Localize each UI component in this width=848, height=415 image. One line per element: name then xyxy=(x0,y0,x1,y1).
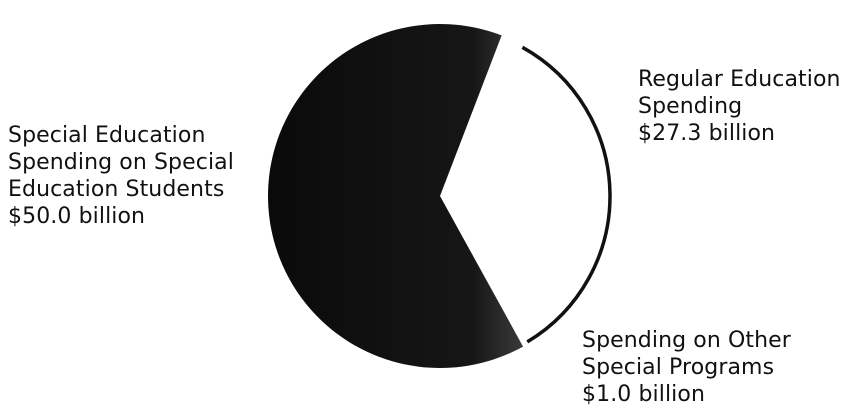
slice-label-special-education-value: $50.0 billion xyxy=(8,204,146,229)
slice-label-regular-education-value: $27.3 billion xyxy=(638,121,776,146)
slice-label-special-education-line-1: Special Education xyxy=(8,123,206,148)
slice-label-other-special-programs-line-1: Spending on Other xyxy=(582,328,791,353)
slice-label-regular-education: Regular Education Spending $27.3 billion xyxy=(638,66,841,147)
pie-outline-arc xyxy=(521,45,612,344)
pie-slice-special-education xyxy=(268,23,524,368)
slice-label-regular-education-line-1: Regular Education xyxy=(638,67,841,92)
slice-label-regular-education-line-2: Spending xyxy=(638,94,743,119)
slice-label-special-education-line-2: Spending on Special xyxy=(8,150,234,175)
slice-label-other-special-programs: Spending on Other Special Programs $1.0 … xyxy=(582,327,791,408)
slice-label-other-special-programs-value: $1.0 billion xyxy=(582,382,705,407)
pie-slice-other-special-programs xyxy=(440,196,535,347)
pie-slice-regular-education xyxy=(440,35,613,340)
slice-label-special-education: Special Education Spending on Special Ed… xyxy=(8,122,234,230)
slice-label-special-education-line-3: Education Students xyxy=(8,177,225,202)
slice-label-other-special-programs-line-2: Special Programs xyxy=(582,355,775,380)
